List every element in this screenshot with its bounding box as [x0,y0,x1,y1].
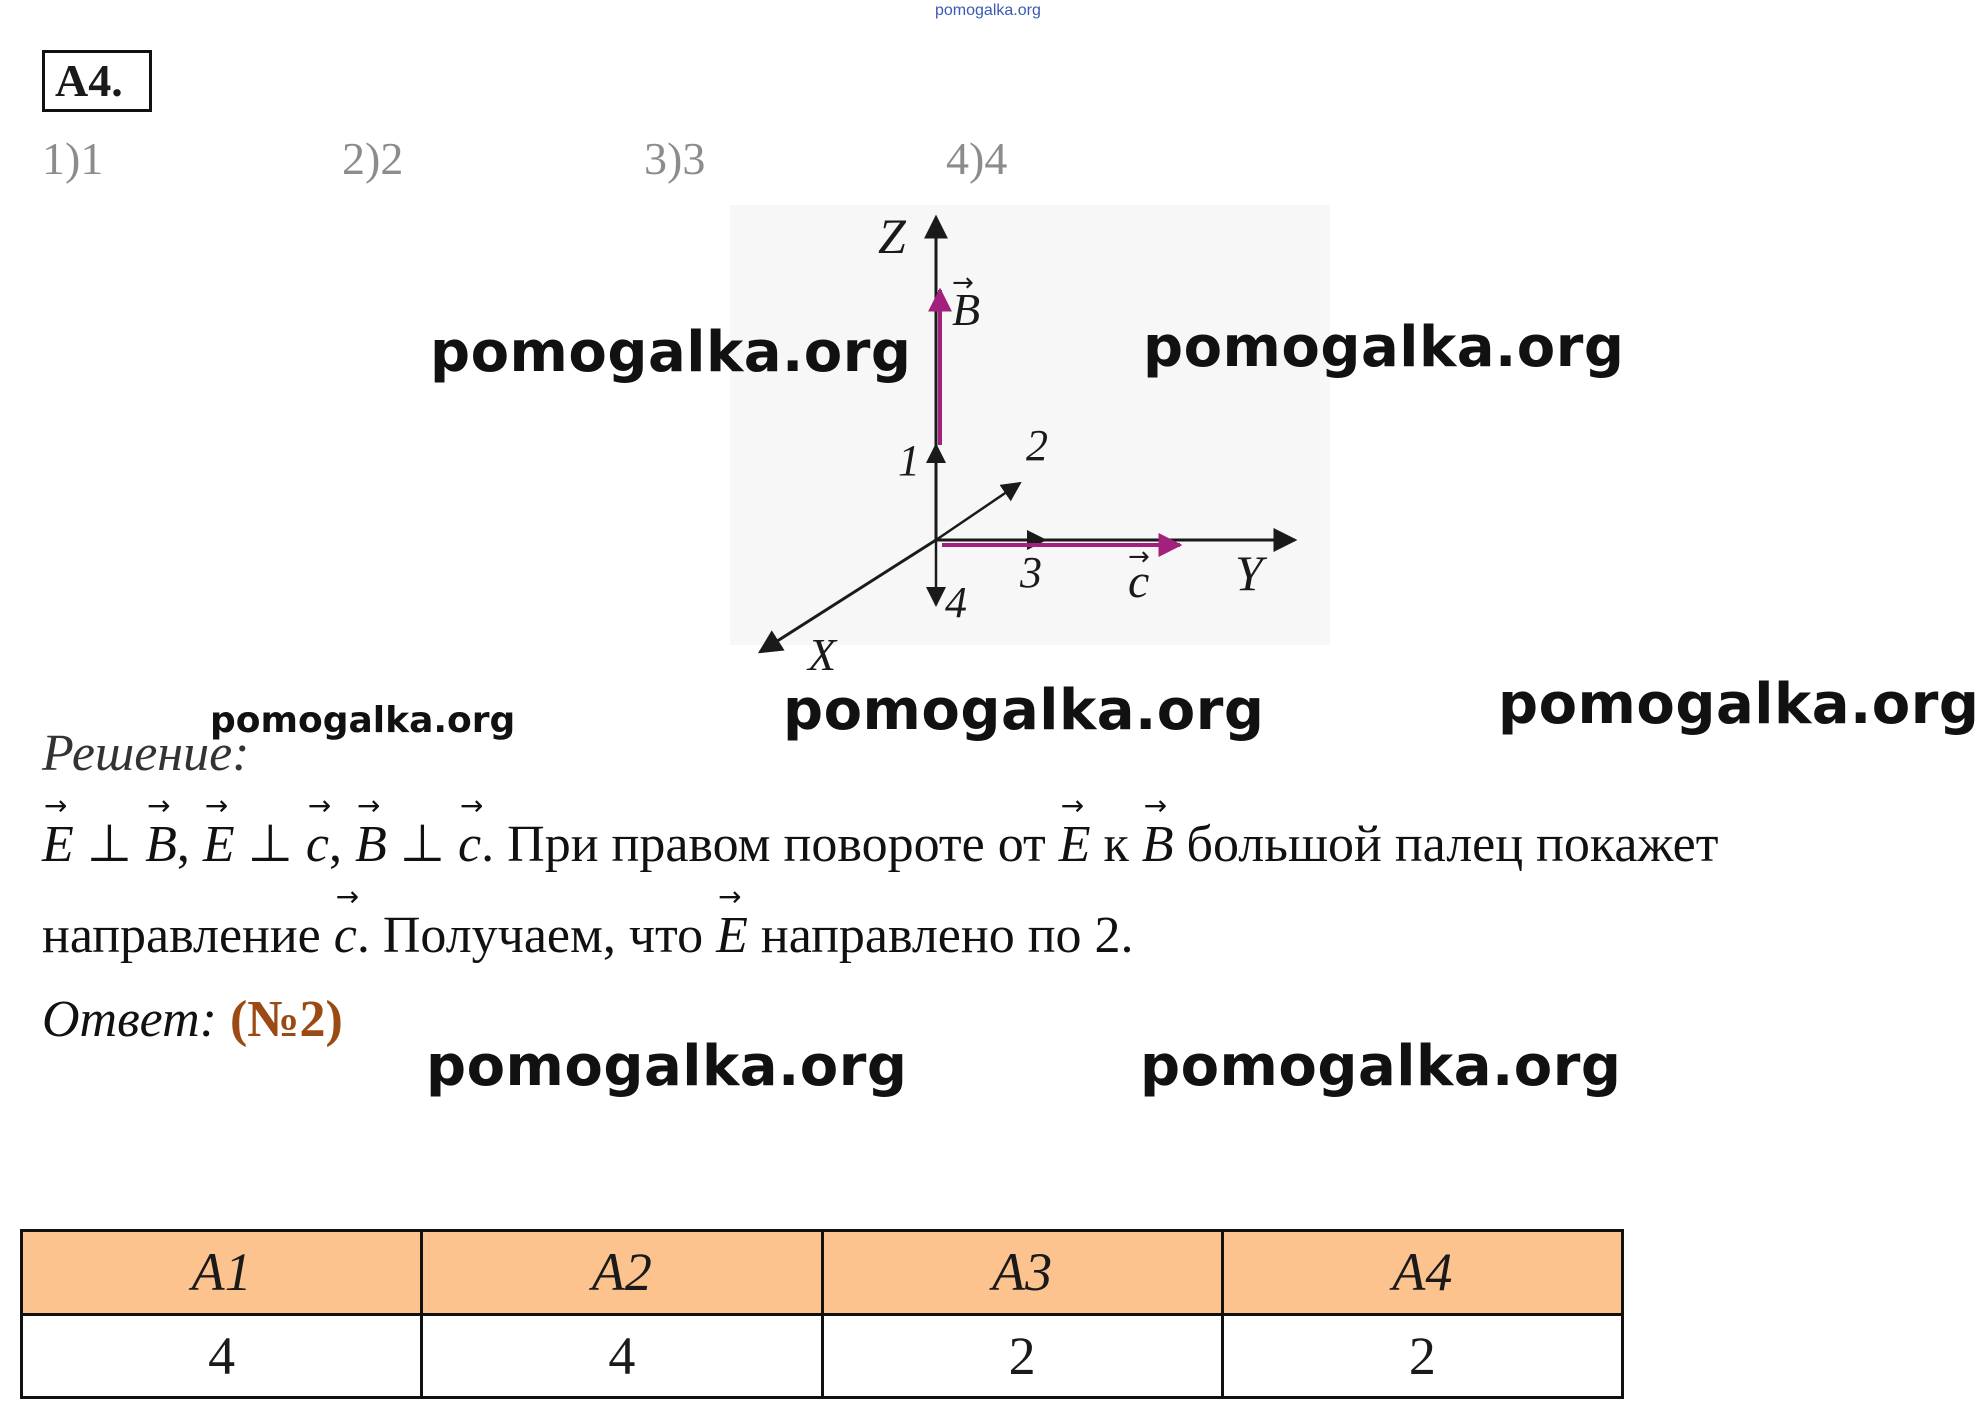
option-1: 1)1 [42,133,104,184]
vector-arrow-icon: → [44,789,68,822]
vector-b-label: B [952,284,980,335]
solution-text: большой палец покажет [1173,816,1719,873]
vector-c: c → [305,789,332,873]
vector-arrow-icon: → [307,789,332,822]
solution-text: направление [42,907,334,964]
option-2: 2)2 [342,133,404,184]
watermark-1: pomogalka.org [430,320,912,385]
vector-e: E → [1058,789,1091,873]
vector-arrow-icon: → [204,789,229,822]
vector-e: E → [202,789,235,873]
diagram-background [730,205,1330,645]
watermark-3: pomogalka.org [210,700,516,741]
vector-b: B → [1141,789,1174,873]
vector-b: B → [354,789,387,873]
axis-y-label: Y [1235,545,1268,601]
answers-table: A1 A2 A3 A4 4 4 2 2 [19,1229,1625,1399]
separator: , [328,816,355,873]
separator: , [176,816,203,873]
direction-2-arrow [935,481,1022,542]
direction-1-label: 1 [898,436,920,485]
solution-line-1: E → ⊥ B →, E → ⊥ c →, B → ⊥ c →. При правом по… [42,789,1719,874]
table-header-cell: A2 [420,1229,824,1316]
perpendicular-symbol: ⊥ [73,816,146,873]
table-header-cell: A4 [1220,1229,1625,1316]
vector-e: E → [42,789,74,873]
vector-arrow-icon: → [147,789,171,822]
vector-c: c → [333,880,360,964]
direction-4-label: 4 [945,578,967,627]
watermark-4: pomogalka.org [783,678,1265,743]
vector-diagram: Z Y X B → c → 1 2 3 4 [730,205,1330,680]
site-mark: pomogalka.org [935,2,1041,19]
perpendicular-symbol: ⊥ [234,816,306,873]
vector-c: c → [458,789,484,873]
direction-3-label: 3 [1019,548,1042,597]
answer-label: Ответ: [42,991,217,1048]
vector-b: B → [145,789,177,873]
watermark-7: pomogalka.org [1140,1034,1622,1099]
table-row: 4 4 2 2 [19,1312,1625,1399]
table-cell: 4 [19,1312,424,1399]
table-header-cell: A1 [19,1229,424,1316]
axis-x-label: X [806,629,838,680]
vector-c-arrow-icon: → [1128,542,1150,572]
option-3: 3)3 [644,133,706,184]
vector-arrow-icon: → [460,789,484,822]
watermark-6: pomogalka.org [426,1034,908,1099]
solution-text: к [1090,816,1142,873]
vector-arrow-icon: → [1060,789,1085,822]
vector-arrow-icon: → [335,880,360,913]
table-header-cell: A3 [820,1229,1224,1316]
direction-2-label: 2 [1026,421,1048,470]
option-4: 4)4 [946,133,1008,184]
answer-value: (№2) [229,991,343,1048]
watermark-5: pomogalka.org [1498,672,1978,737]
table-header-row: A1 A2 A3 A4 [19,1229,1625,1316]
axis-z-label: Z [878,208,907,264]
perpendicular-symbol: ⊥ [386,816,459,873]
x-axis [757,538,937,654]
vector-e: E → [716,880,748,964]
watermark-2: pomogalka.org [1143,315,1625,380]
solution-text: . При правом повороте от [481,816,1059,873]
table-cell: 4 [420,1312,824,1399]
table-cell: 2 [1220,1312,1625,1399]
solution-line-2: направление c →. Получаем, что E → направл… [42,880,1134,965]
vector-arrow-icon: → [718,880,742,913]
solution-text: . Получаем, что [356,907,717,964]
solution-label: Решение: [42,725,250,782]
solution-text: направлено по 2. [747,907,1134,964]
table-cell: 2 [820,1312,1224,1399]
vector-arrow-icon: → [1143,789,1168,822]
vector-arrow-icon: → [356,789,381,822]
vector-b-arrow-icon: → [952,268,974,298]
task-label: A4. [42,50,152,112]
answer-row: Ответ: (№2) [42,990,343,1049]
vector-c-label: c [1128,555,1149,608]
